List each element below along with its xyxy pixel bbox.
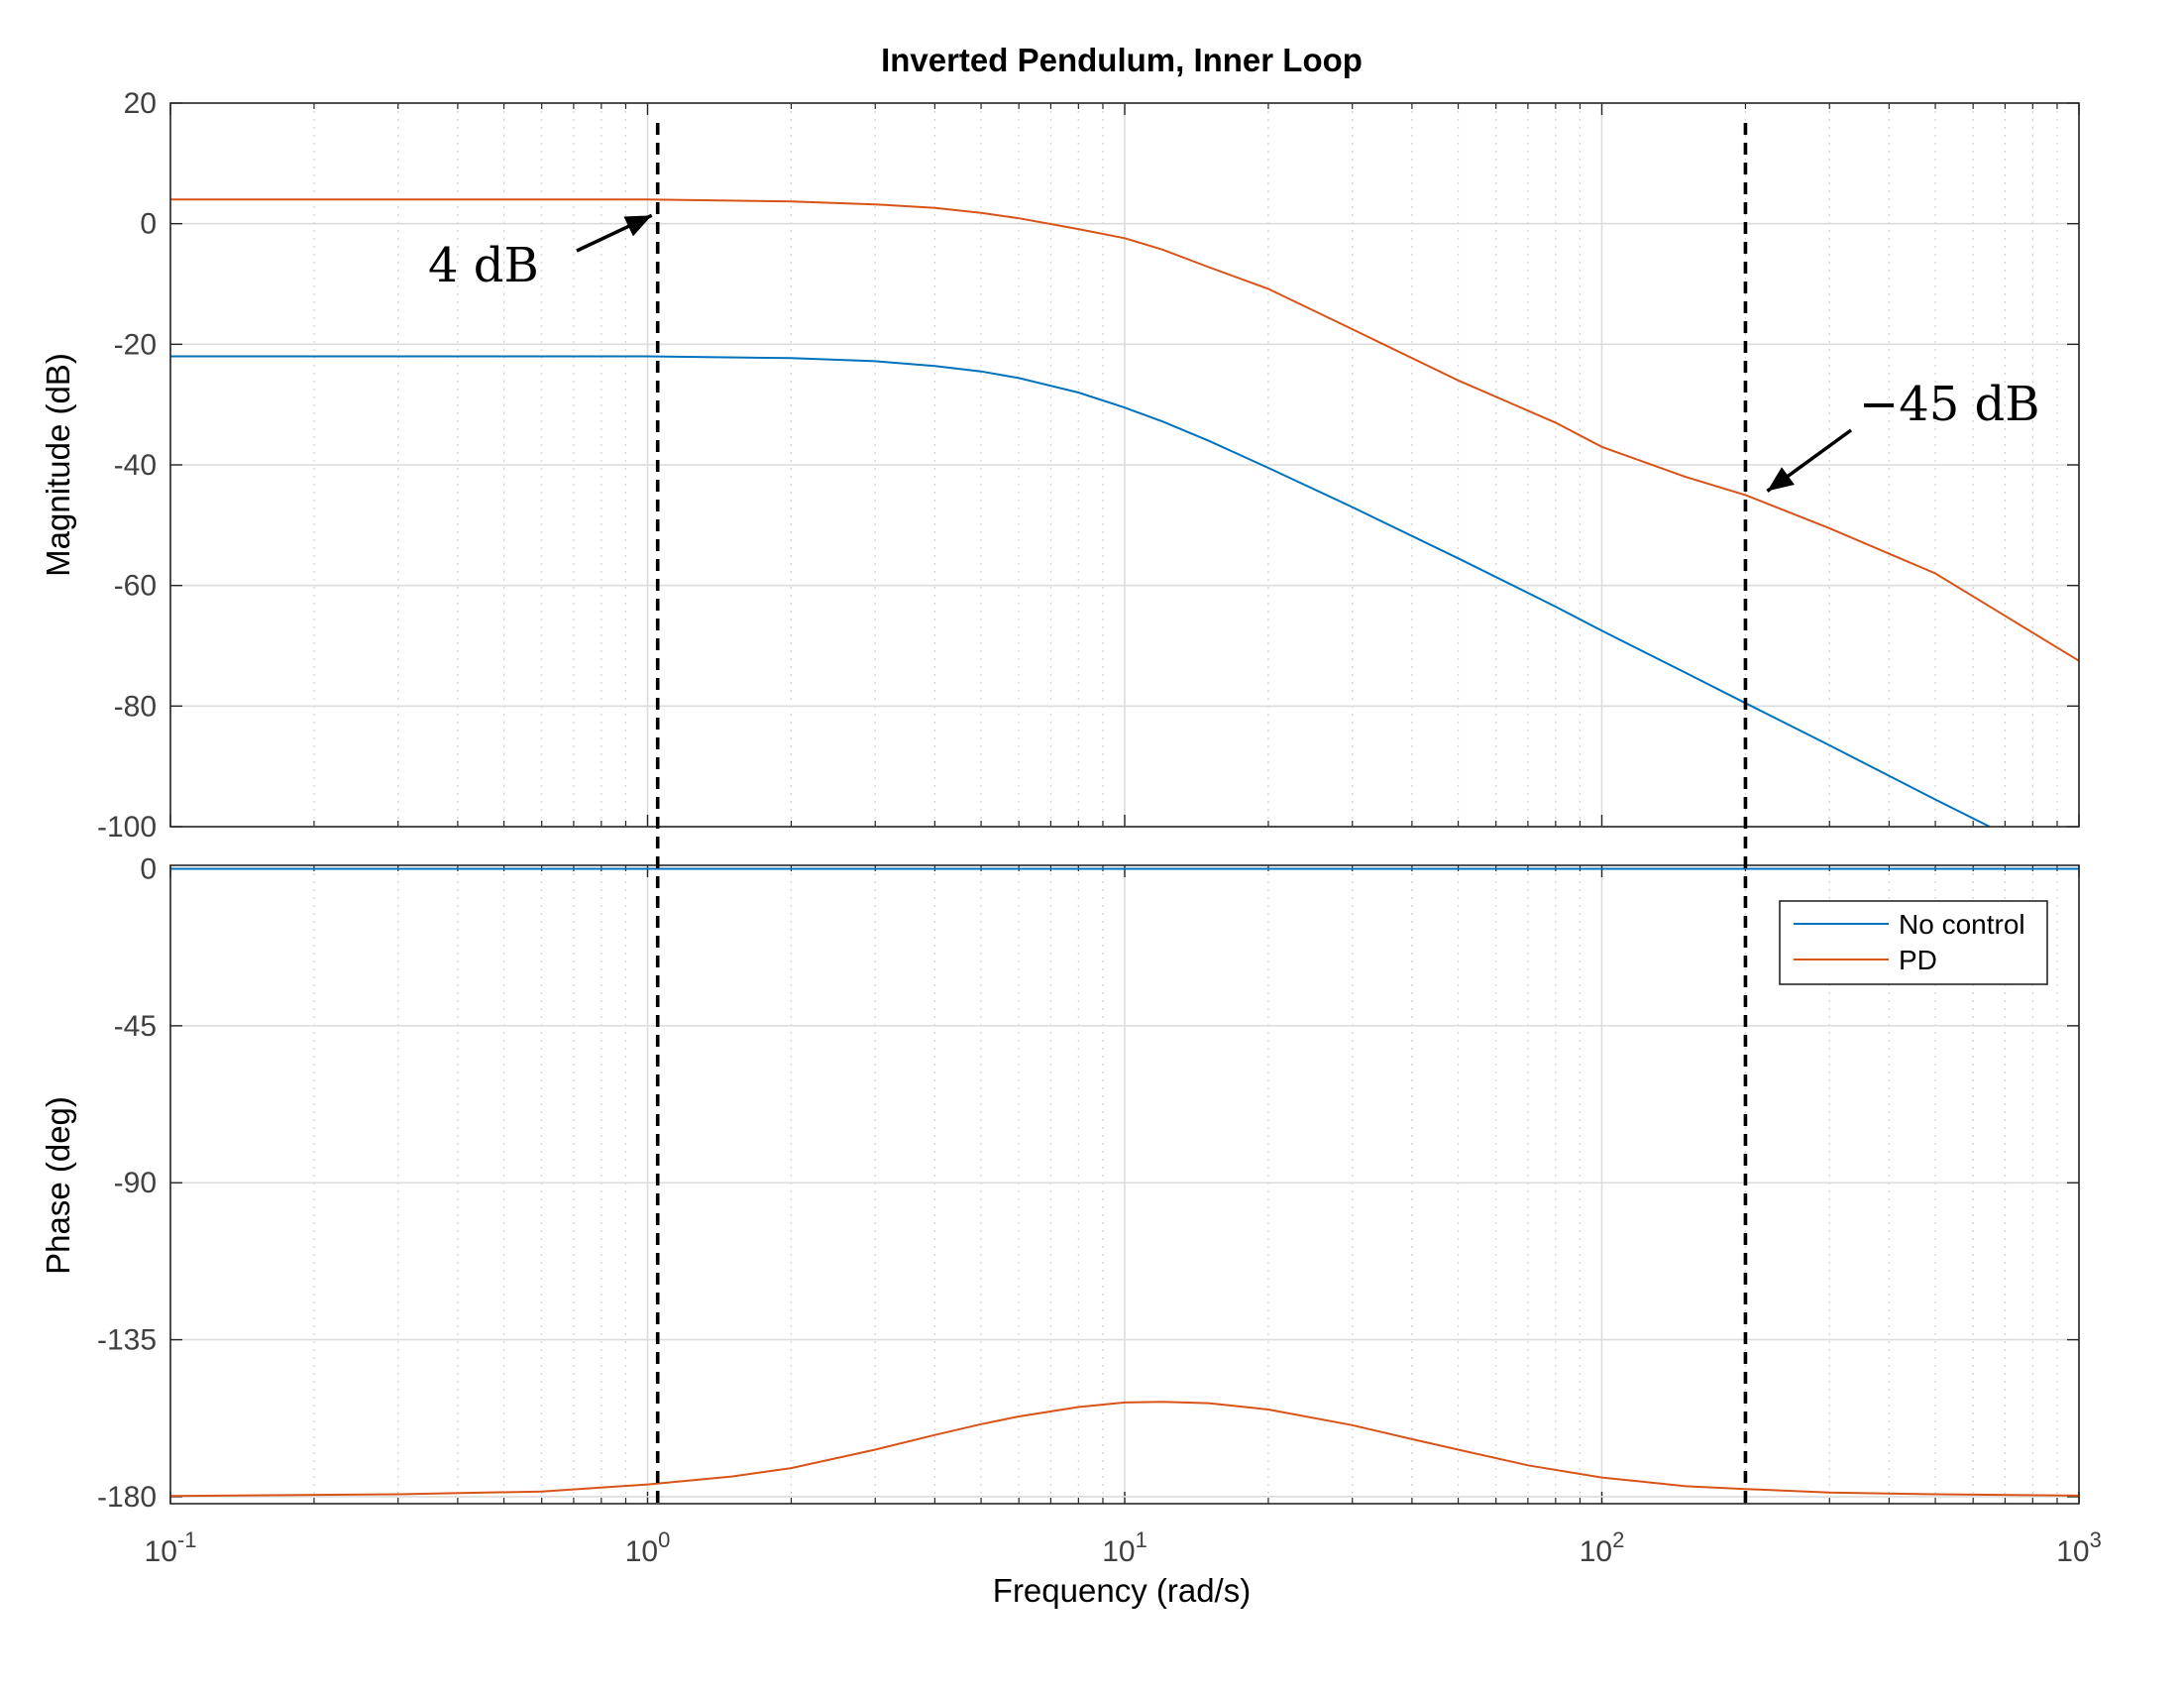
y-tick-label: 0	[140, 208, 157, 241]
annotation-minus45db-arrow-head	[1767, 467, 1795, 492]
magnitude-lines	[170, 198, 2080, 828]
x-tick-label: 10-1	[145, 1527, 197, 1568]
x-ticks: 10-1 100 101 102 103	[145, 1527, 2102, 1568]
legend-label-pd: PD	[1899, 945, 1937, 975]
magnitude-y-ticks: 20 0 -20 -40 -60 -80 -100	[97, 87, 157, 844]
y-tick-label: -60	[114, 570, 157, 603]
frequency-markers	[655, 123, 1748, 1504]
y-tick-label: 20	[124, 87, 157, 120]
phase-axes-box	[169, 864, 2080, 1505]
legend-box	[1779, 900, 2048, 985]
y-tick-label: -100	[97, 811, 157, 844]
magnitude-line-pd	[170, 198, 2080, 662]
x-tick-label: 101	[1102, 1527, 1147, 1568]
phase-y-label: Phase (deg)	[40, 1096, 76, 1275]
chart-title: Inverted Pendulum, Inner Loop	[881, 42, 1363, 78]
phase-lines	[169, 867, 2080, 1498]
annotation-4db-arrow-head	[623, 215, 652, 237]
phase-y-ticks: 0 -45 -90 -135 -180	[97, 853, 157, 1514]
y-tick-label: -45	[114, 1010, 157, 1043]
y-tick-label: -40	[114, 449, 157, 482]
annotation-minus45db: −45 dB	[1859, 377, 2040, 432]
annotations: 4 dB −45 dB	[428, 213, 2040, 493]
x-axis-label: Frequency (rad/s)	[993, 1572, 1251, 1609]
x-tick-label: 103	[2056, 1527, 2102, 1568]
x-tick-label: 102	[1580, 1527, 1625, 1568]
magnitude-y-label: Magnitude (dB)	[40, 353, 76, 577]
magnitude-axes-box	[169, 102, 2080, 828]
y-tick-label: -135	[97, 1324, 157, 1357]
x-tick-label: 100	[625, 1527, 671, 1568]
y-tick-label: -80	[114, 690, 157, 723]
y-tick-label: -180	[97, 1481, 157, 1514]
magnitude-line-no-control	[170, 355, 1991, 828]
y-tick-label: 0	[140, 853, 157, 886]
legend: No control PD	[1779, 900, 2048, 985]
y-tick-label: -20	[114, 328, 157, 361]
phase-plot: 0 -45 -90 -135 -180 Phase (deg)	[40, 853, 2080, 1514]
legend-label-no-control: No control	[1899, 909, 2025, 940]
annotation-4db: 4 dB	[428, 238, 539, 293]
magnitude-plot: 20 0 -20 -40 -60 -80 -100 Magnitude (dB)	[40, 87, 2080, 844]
phase-line-pd	[169, 1401, 2080, 1498]
y-tick-label: -90	[114, 1167, 157, 1199]
